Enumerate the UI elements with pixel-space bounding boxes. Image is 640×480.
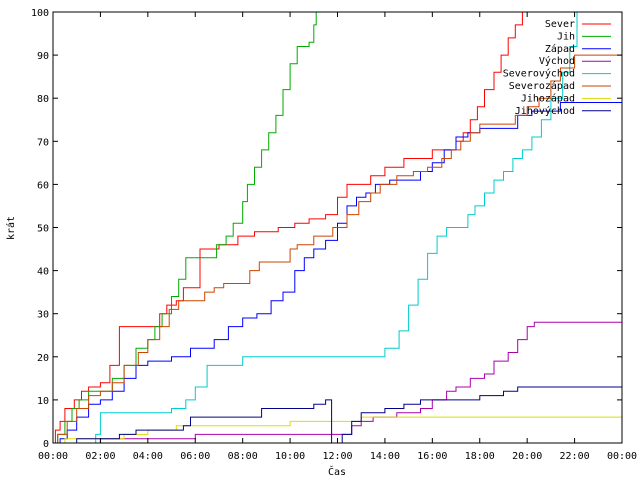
- y-tick-label: 90: [37, 51, 49, 62]
- x-tick-label: 10:00: [275, 451, 305, 462]
- x-tick-label: 14:00: [370, 451, 400, 462]
- x-tick-label: 08:00: [228, 451, 258, 462]
- series-line: [53, 11, 622, 444]
- legend-label: Jihovýchod: [515, 105, 575, 117]
- series-line: [53, 11, 622, 444]
- y-tick-label: 80: [37, 94, 49, 105]
- x-tick-label: 18:00: [465, 451, 495, 462]
- x-tick-label: 12:00: [322, 451, 352, 462]
- series-line: [53, 102, 622, 444]
- x-axis-label: Čas: [328, 465, 346, 478]
- y-axis-label: krát: [5, 216, 17, 240]
- legend-label: Severovýchod: [503, 68, 575, 80]
- legend-label: Jihozápad: [521, 92, 575, 104]
- ticks-layer: 0 10 20 30 40 50 60 70 80 90 100 00:00 02:00 04:00 06:…: [31, 8, 637, 462]
- series-line: [53, 11, 622, 444]
- x-tick-label: 00:00: [38, 451, 68, 462]
- x-tick-label: 02:00: [85, 451, 115, 462]
- y-tick-label: 20: [37, 353, 49, 364]
- legend: SeverJihZápadVýchodSeverovýchodSeverozáp…: [503, 19, 611, 117]
- x-tick-label: 04:00: [133, 451, 163, 462]
- y-tick-label: 40: [37, 267, 49, 278]
- y-tick-label: 60: [37, 180, 49, 191]
- y-tick-label: 100: [31, 8, 49, 19]
- legend-label: Jih: [557, 31, 575, 42]
- x-tick-label: 00:00: [607, 451, 637, 462]
- legend-label: Západ: [545, 43, 575, 55]
- legend-label: Východ: [539, 55, 575, 67]
- y-tick-label: 10: [37, 396, 49, 407]
- x-tick-label: 20:00: [512, 451, 542, 462]
- series-layer: [53, 11, 622, 444]
- series-line: [53, 54, 622, 444]
- x-tick-label: 06:00: [180, 451, 210, 462]
- series-line: [53, 321, 622, 444]
- legend-label: Severozápad: [509, 80, 575, 92]
- y-tick-label: 0: [43, 439, 49, 450]
- x-tick-label: 22:00: [560, 451, 590, 462]
- x-tick-label: 16:00: [417, 451, 447, 462]
- y-tick-label: 50: [37, 224, 49, 235]
- legend-label: Sever: [545, 19, 575, 30]
- y-tick-label: 70: [37, 137, 49, 148]
- y-tick-label: 30: [37, 310, 49, 321]
